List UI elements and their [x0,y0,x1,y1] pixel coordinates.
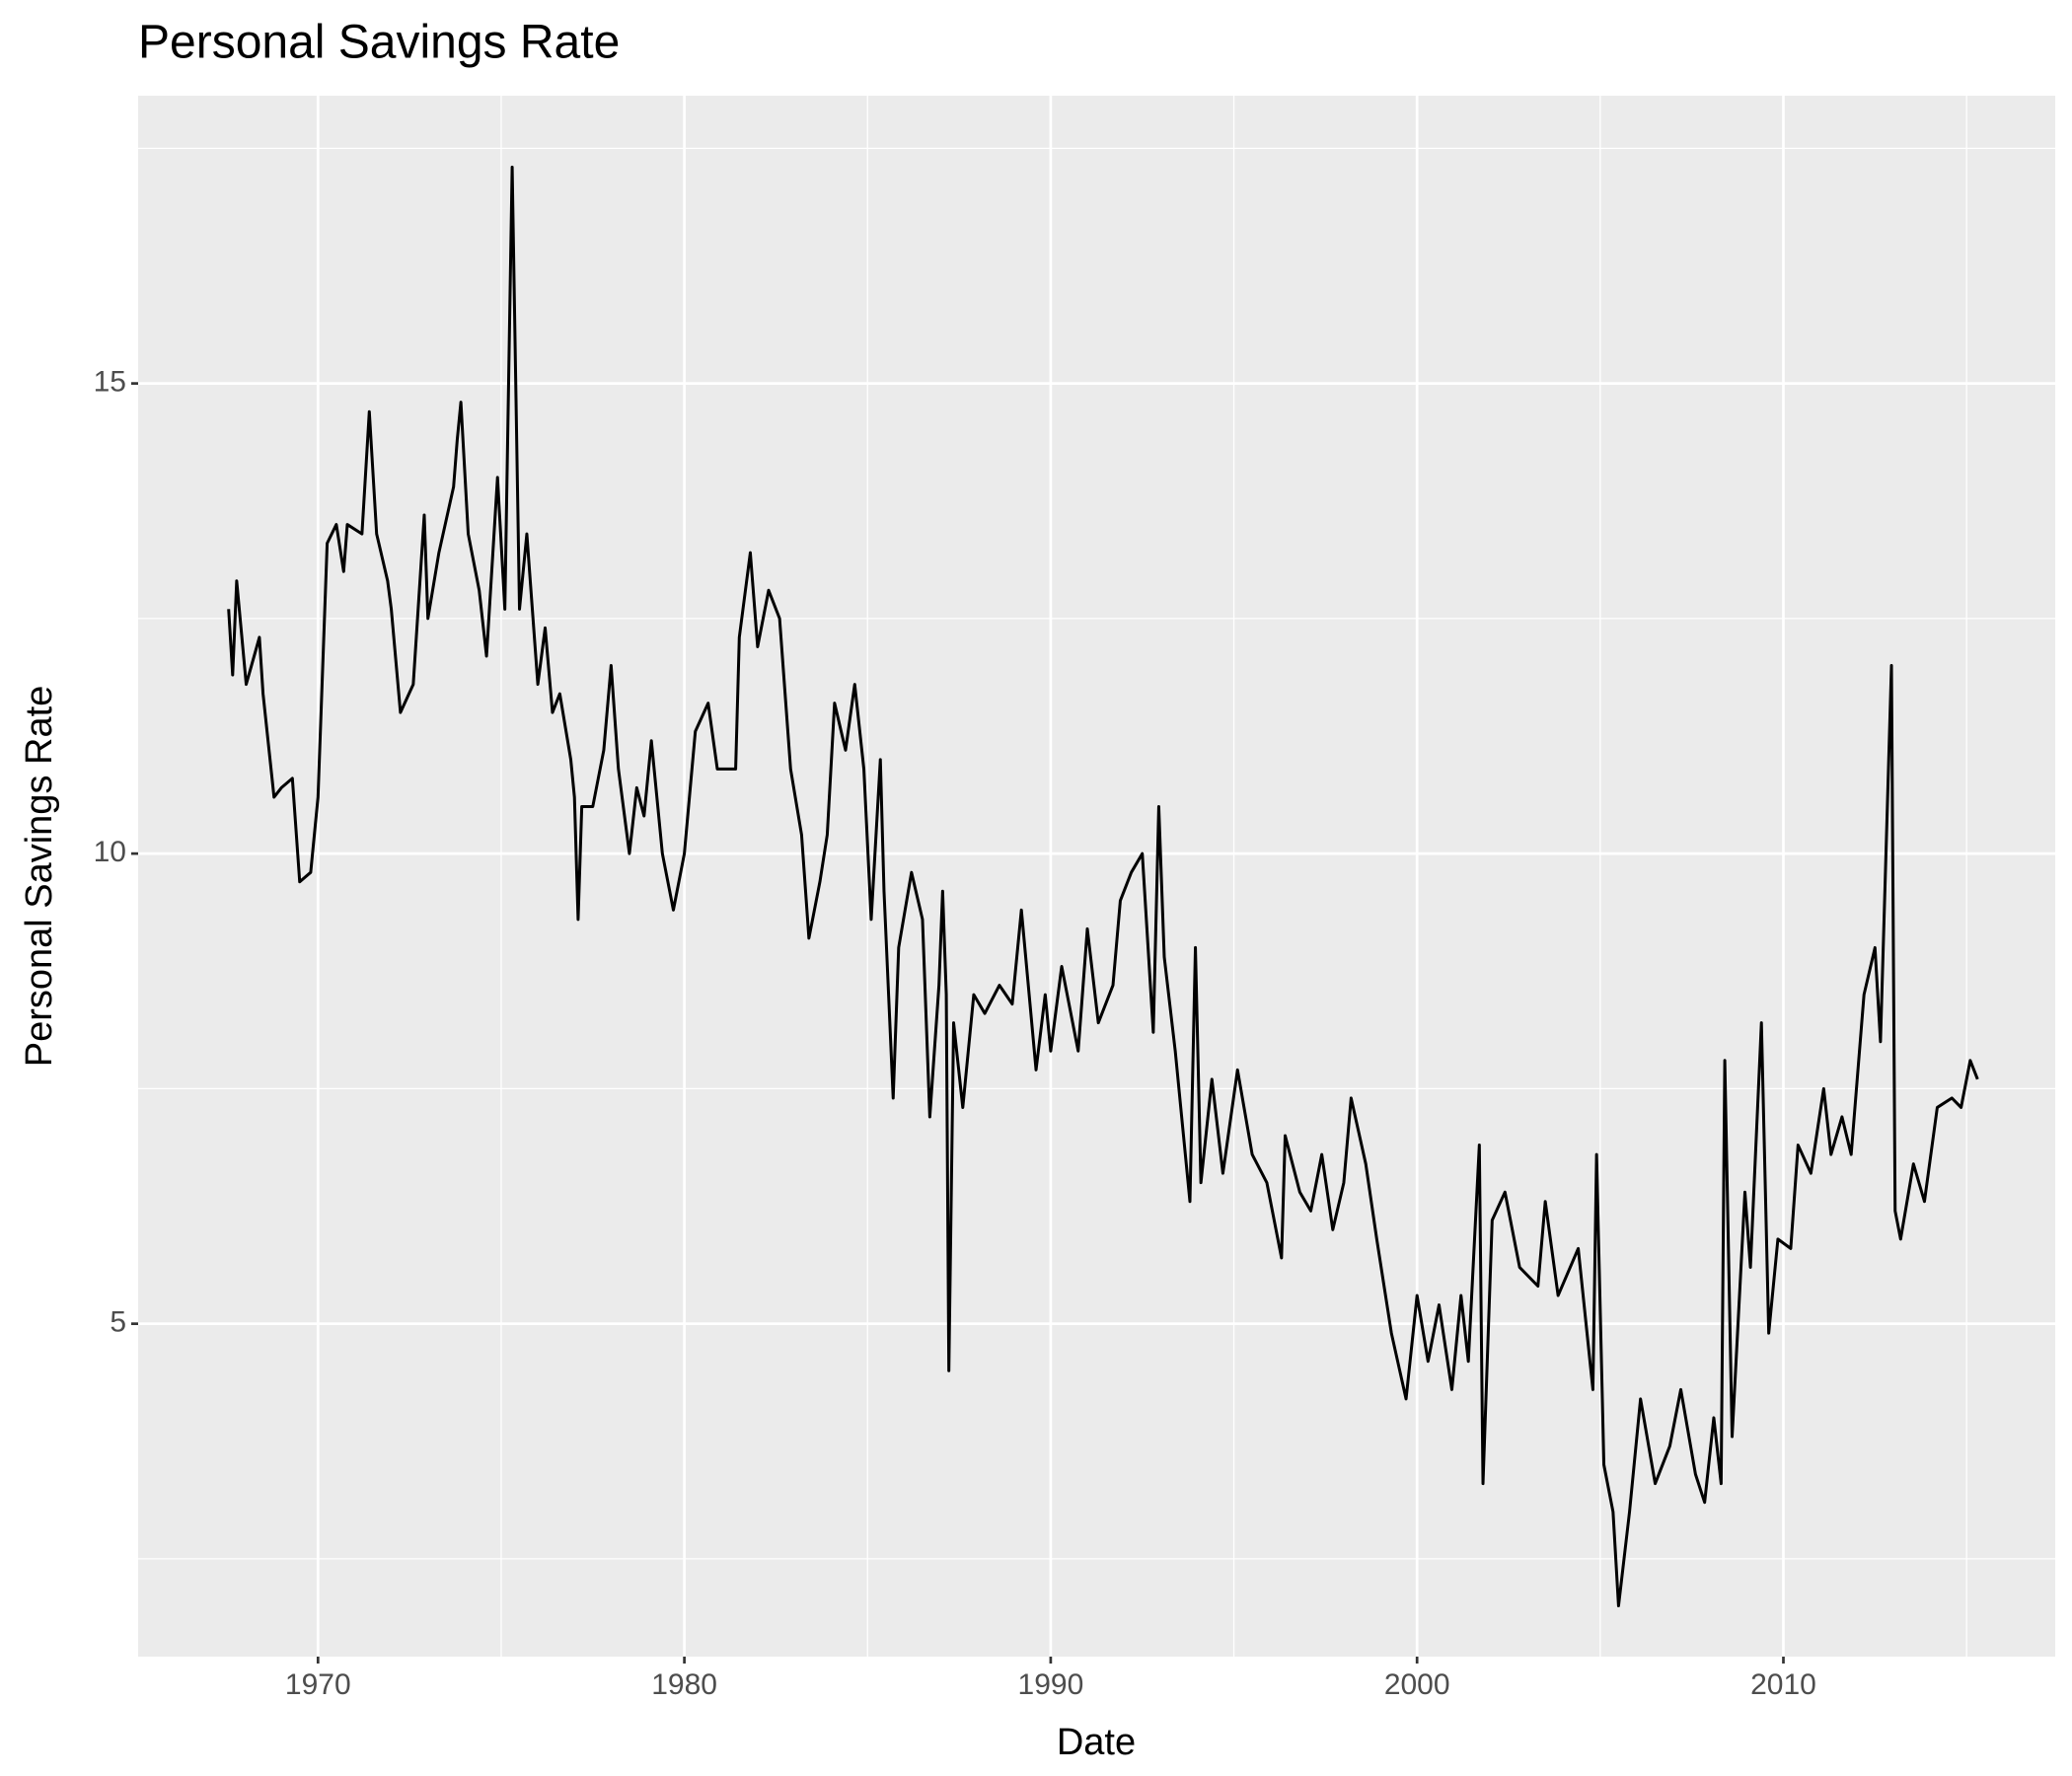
y-tick-label: 15 [94,366,126,399]
x-tick-label: 2010 [1750,1668,1816,1701]
x-tick-label: 1980 [651,1668,717,1701]
line [227,165,1979,1608]
y-axis-title: Personal Savings Rate [19,686,60,1068]
x-tick-label: 1970 [285,1668,351,1701]
x-axis-title: Date [1057,1722,1136,1763]
x-tick-label: 1990 [1018,1668,1084,1701]
y-tick-label: 10 [94,836,126,868]
x-tick-label: 2000 [1384,1668,1450,1701]
panel [138,96,2055,1657]
chart-title: Personal Savings Rate [138,17,620,69]
y-tick-label: 5 [110,1306,126,1339]
